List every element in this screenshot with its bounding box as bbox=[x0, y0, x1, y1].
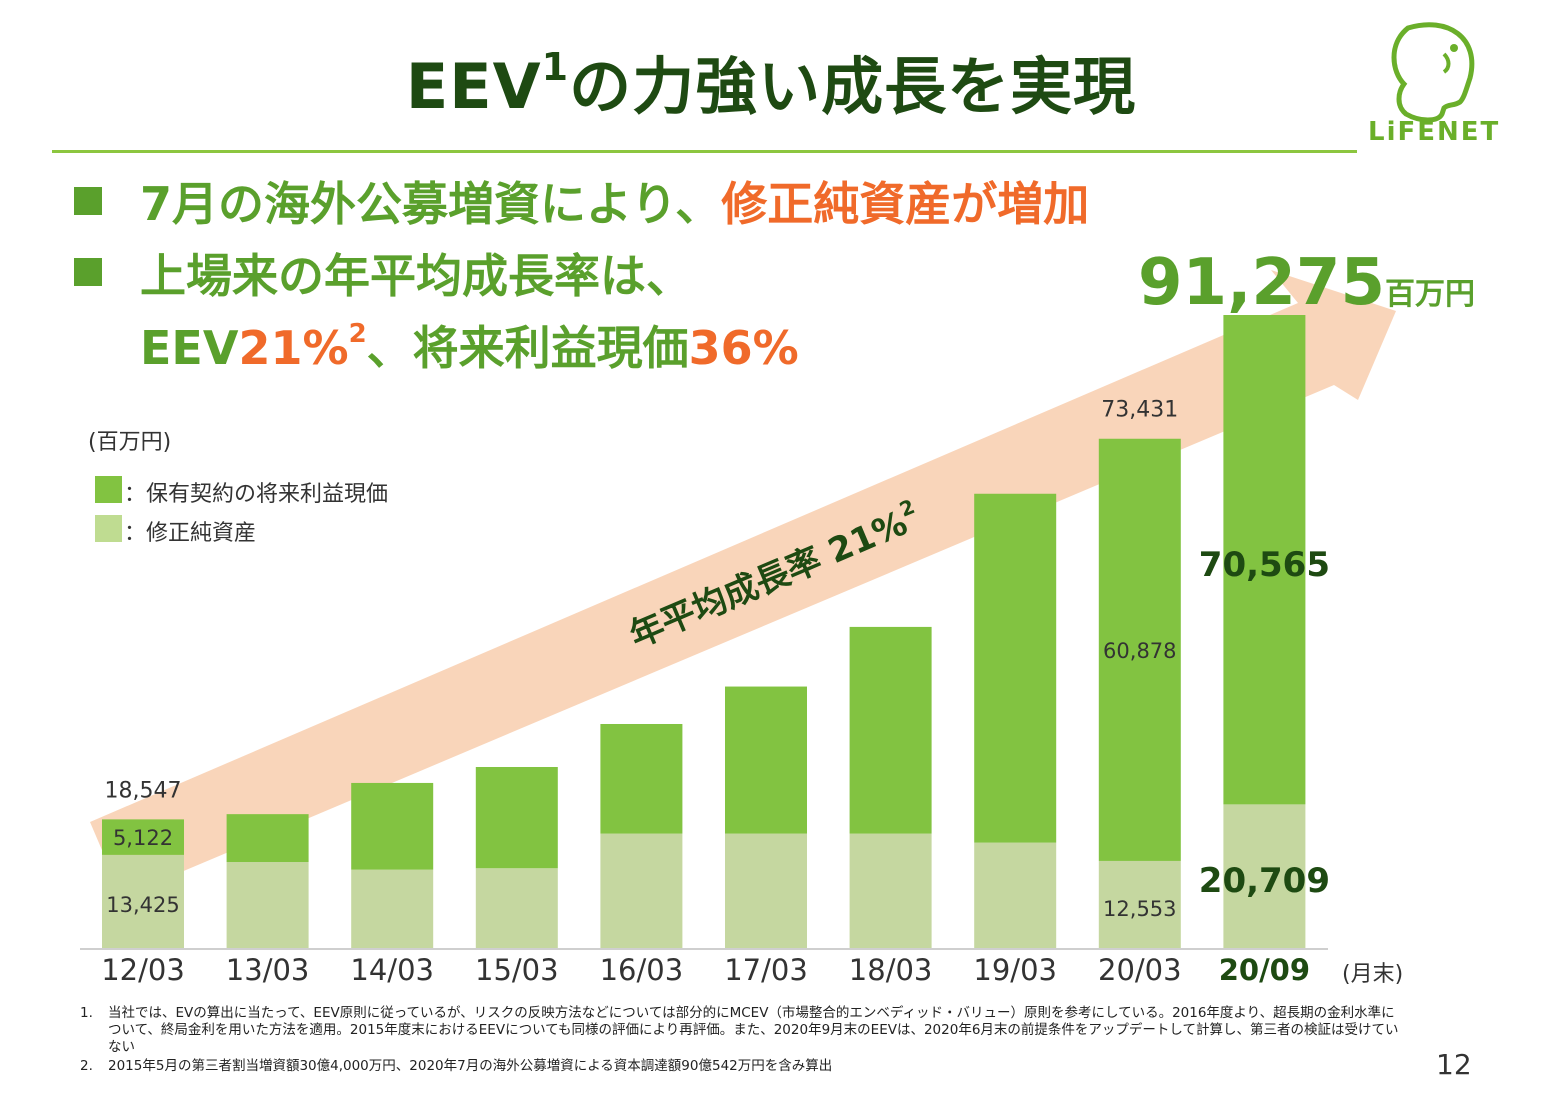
highlight-future-profit-label: 70,565 bbox=[1199, 545, 1330, 585]
x-axis-unit: (月末) bbox=[1342, 962, 1404, 987]
bar-future-profit bbox=[351, 782, 434, 870]
page-number: 12 bbox=[1436, 1048, 1472, 1081]
bar-net-assets bbox=[102, 854, 184, 948]
total-value-label: 18,547 bbox=[105, 778, 182, 803]
bar-future-profit bbox=[1098, 438, 1181, 861]
footnotes: 1. 当社では、EVの算出に当たって、EEV原則に従っているが、リスクの反映方法な… bbox=[80, 1005, 1400, 1075]
bullet-2-cont: EEV21%2、将来利益現価36% bbox=[140, 318, 799, 375]
x-tick-label: 16/03 bbox=[600, 953, 684, 987]
bar-future-profit bbox=[475, 766, 558, 869]
x-tick-label: 17/03 bbox=[724, 953, 808, 987]
bullet-1: 7月の海外公募増資により、修正純資産が増加 bbox=[140, 177, 1090, 231]
x-tick-label: 19/03 bbox=[973, 953, 1057, 987]
total-value-label: 73,431 bbox=[1101, 398, 1178, 423]
bar-net-assets bbox=[226, 862, 309, 948]
unit-label: (百万円) bbox=[88, 430, 172, 455]
bar-net-assets bbox=[351, 869, 434, 948]
highlight-net-assets-label: 20,709 bbox=[1199, 861, 1330, 901]
title-divider bbox=[52, 150, 1357, 153]
x-tick-label: 20/03 bbox=[1098, 953, 1182, 987]
segment-value-label: 60,878 bbox=[1103, 639, 1176, 663]
footnote: 1. 当社では、EVの算出に当たって、EEV原則に従っているが、リスクの反映方法な… bbox=[80, 1005, 1399, 1055]
x-tick-label: 12/03 bbox=[101, 953, 185, 987]
bullet-2: 上場来の年平均成長率は、 bbox=[140, 249, 692, 303]
logo-text: LiFENET bbox=[1368, 117, 1501, 147]
legend-swatch bbox=[95, 515, 122, 542]
legend-label: ：保有契約の将来利益現価 bbox=[124, 482, 389, 507]
segment-value-label: 12,553 bbox=[1103, 897, 1176, 921]
x-tick-label: 15/03 bbox=[475, 953, 559, 987]
bar-net-assets bbox=[849, 833, 932, 948]
bar-future-profit bbox=[725, 686, 807, 834]
segment-value-label: 5,122 bbox=[113, 826, 173, 850]
legend-swatch bbox=[95, 476, 122, 503]
bar-future-profit bbox=[849, 626, 932, 834]
growth-arrow bbox=[90, 270, 1396, 897]
x-tick-label: 20/09 bbox=[1219, 953, 1310, 987]
bar-future-profit bbox=[226, 814, 309, 863]
bar-future-profit bbox=[600, 723, 683, 834]
total-value: 91,275百万円 bbox=[1138, 246, 1475, 320]
bar-future-profit bbox=[974, 493, 1057, 843]
bar-net-assets bbox=[974, 842, 1057, 948]
bar-net-assets bbox=[1223, 804, 1306, 948]
bar-net-assets bbox=[475, 868, 558, 948]
bar-future-profit bbox=[102, 819, 184, 855]
bar-net-assets bbox=[1098, 860, 1181, 948]
bar-net-assets bbox=[725, 833, 807, 948]
segment-value-label: 13,425 bbox=[106, 893, 179, 917]
x-tick-label: 14/03 bbox=[350, 953, 434, 987]
bullet-square bbox=[74, 258, 102, 286]
page-title: EEV1の力強い成長を実現 bbox=[405, 45, 1137, 123]
x-tick-label: 13/03 bbox=[226, 953, 310, 987]
legend-label: ：修正純資産 bbox=[124, 521, 257, 546]
footnote: 2. 2015年5月の第三者割当増資額30億4,000万円、2020年7月の海外公… bbox=[80, 1058, 833, 1074]
bullet-square bbox=[74, 187, 102, 215]
x-tick-label: 18/03 bbox=[849, 953, 933, 987]
bar-future-profit bbox=[1223, 315, 1306, 805]
eev-chart: 12/03 13/03 14/03 15/03 16/03 17/03 18/03 19/03… bbox=[80, 270, 1396, 987]
lifenet-logo-icon bbox=[1391, 22, 1475, 123]
bar-net-assets bbox=[600, 833, 683, 948]
